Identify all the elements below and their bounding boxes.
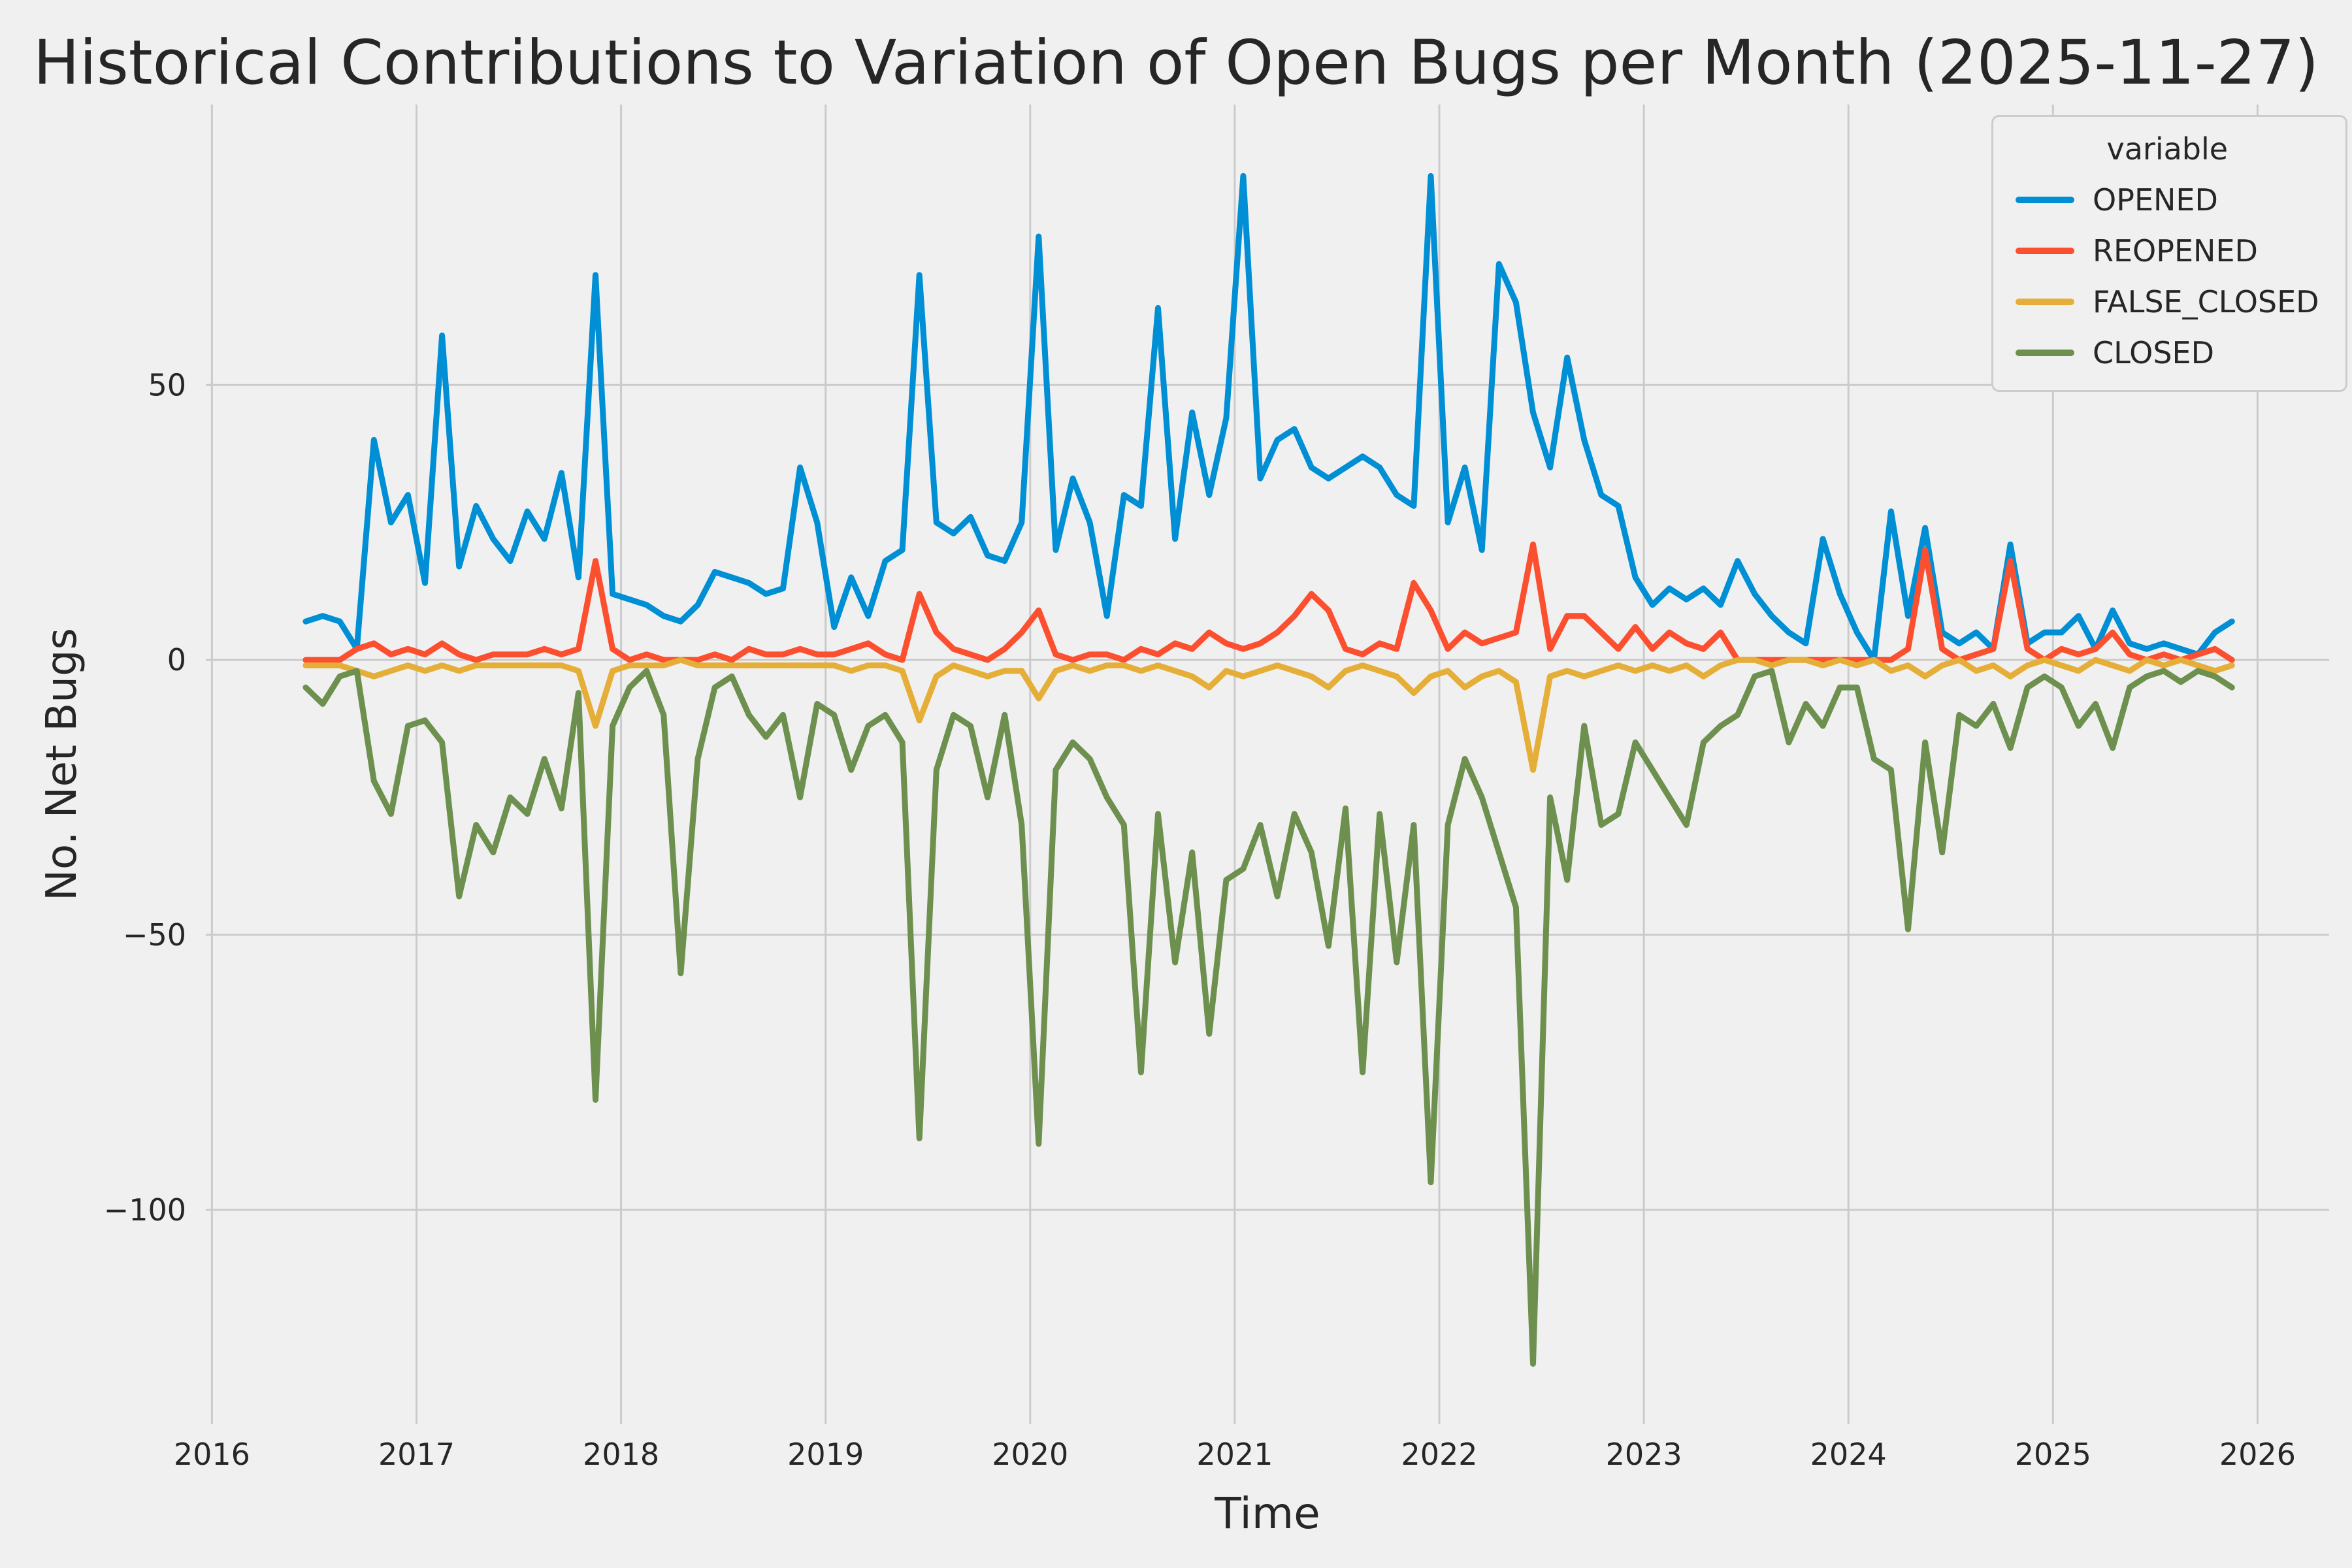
legend-label: REOPENED [2093,233,2258,269]
x-tick-label: 2017 [378,1437,455,1472]
y-tick-label: −100 [104,1192,186,1228]
x-axis-label: Time [1215,1488,1320,1539]
x-tick-label: 2022 [1401,1437,1477,1472]
y-tick-label: 0 [167,642,186,678]
legend-entries: OPENED REOPENED FALSE_CLOSED CLOSED [2016,182,2319,370]
legend-label: CLOSED [2093,335,2214,370]
series-line-false_closed [302,657,2235,773]
legend-swatch-opened [2016,197,2074,203]
series-line-reopened [302,541,2235,663]
legend-title: variable [2106,131,2229,167]
y-tick-label: −50 [123,917,186,953]
series-line-opened [302,172,2235,663]
legend-swatch-reopened [2016,248,2074,254]
series-line-closed [302,668,2235,1367]
legend-label: OPENED [2093,182,2218,218]
legend-label: FALSE_CLOSED [2093,284,2319,319]
x-tick-label: 2016 [174,1437,250,1472]
legend-entry-reopened: REOPENED [2016,233,2319,269]
x-tick-label: 2021 [1196,1437,1273,1472]
legend: variable OPENED REOPENED FALSE_CLOSED CLOSE… [1991,115,2347,392]
y-tick-label: 50 [148,367,186,402]
x-tick-label: 2023 [1606,1437,1682,1472]
legend-swatch-closed [2016,350,2074,356]
chart-title: Historical Contributions to Variation of… [33,27,2319,99]
x-tick-label: 2019 [787,1437,864,1472]
legend-entry-closed: CLOSED [2016,335,2319,370]
x-tick-label: 2024 [1810,1437,1887,1472]
x-tick-label: 2026 [2219,1437,2296,1472]
x-tick-label: 2018 [583,1437,659,1472]
legend-swatch-false_closed [2016,299,2074,305]
x-tick-label: 2025 [2015,1437,2091,1472]
legend-entry-false_closed: FALSE_CLOSED [2016,284,2319,319]
legend-entry-opened: OPENED [2016,182,2319,218]
x-tick-label: 2020 [992,1437,1068,1472]
